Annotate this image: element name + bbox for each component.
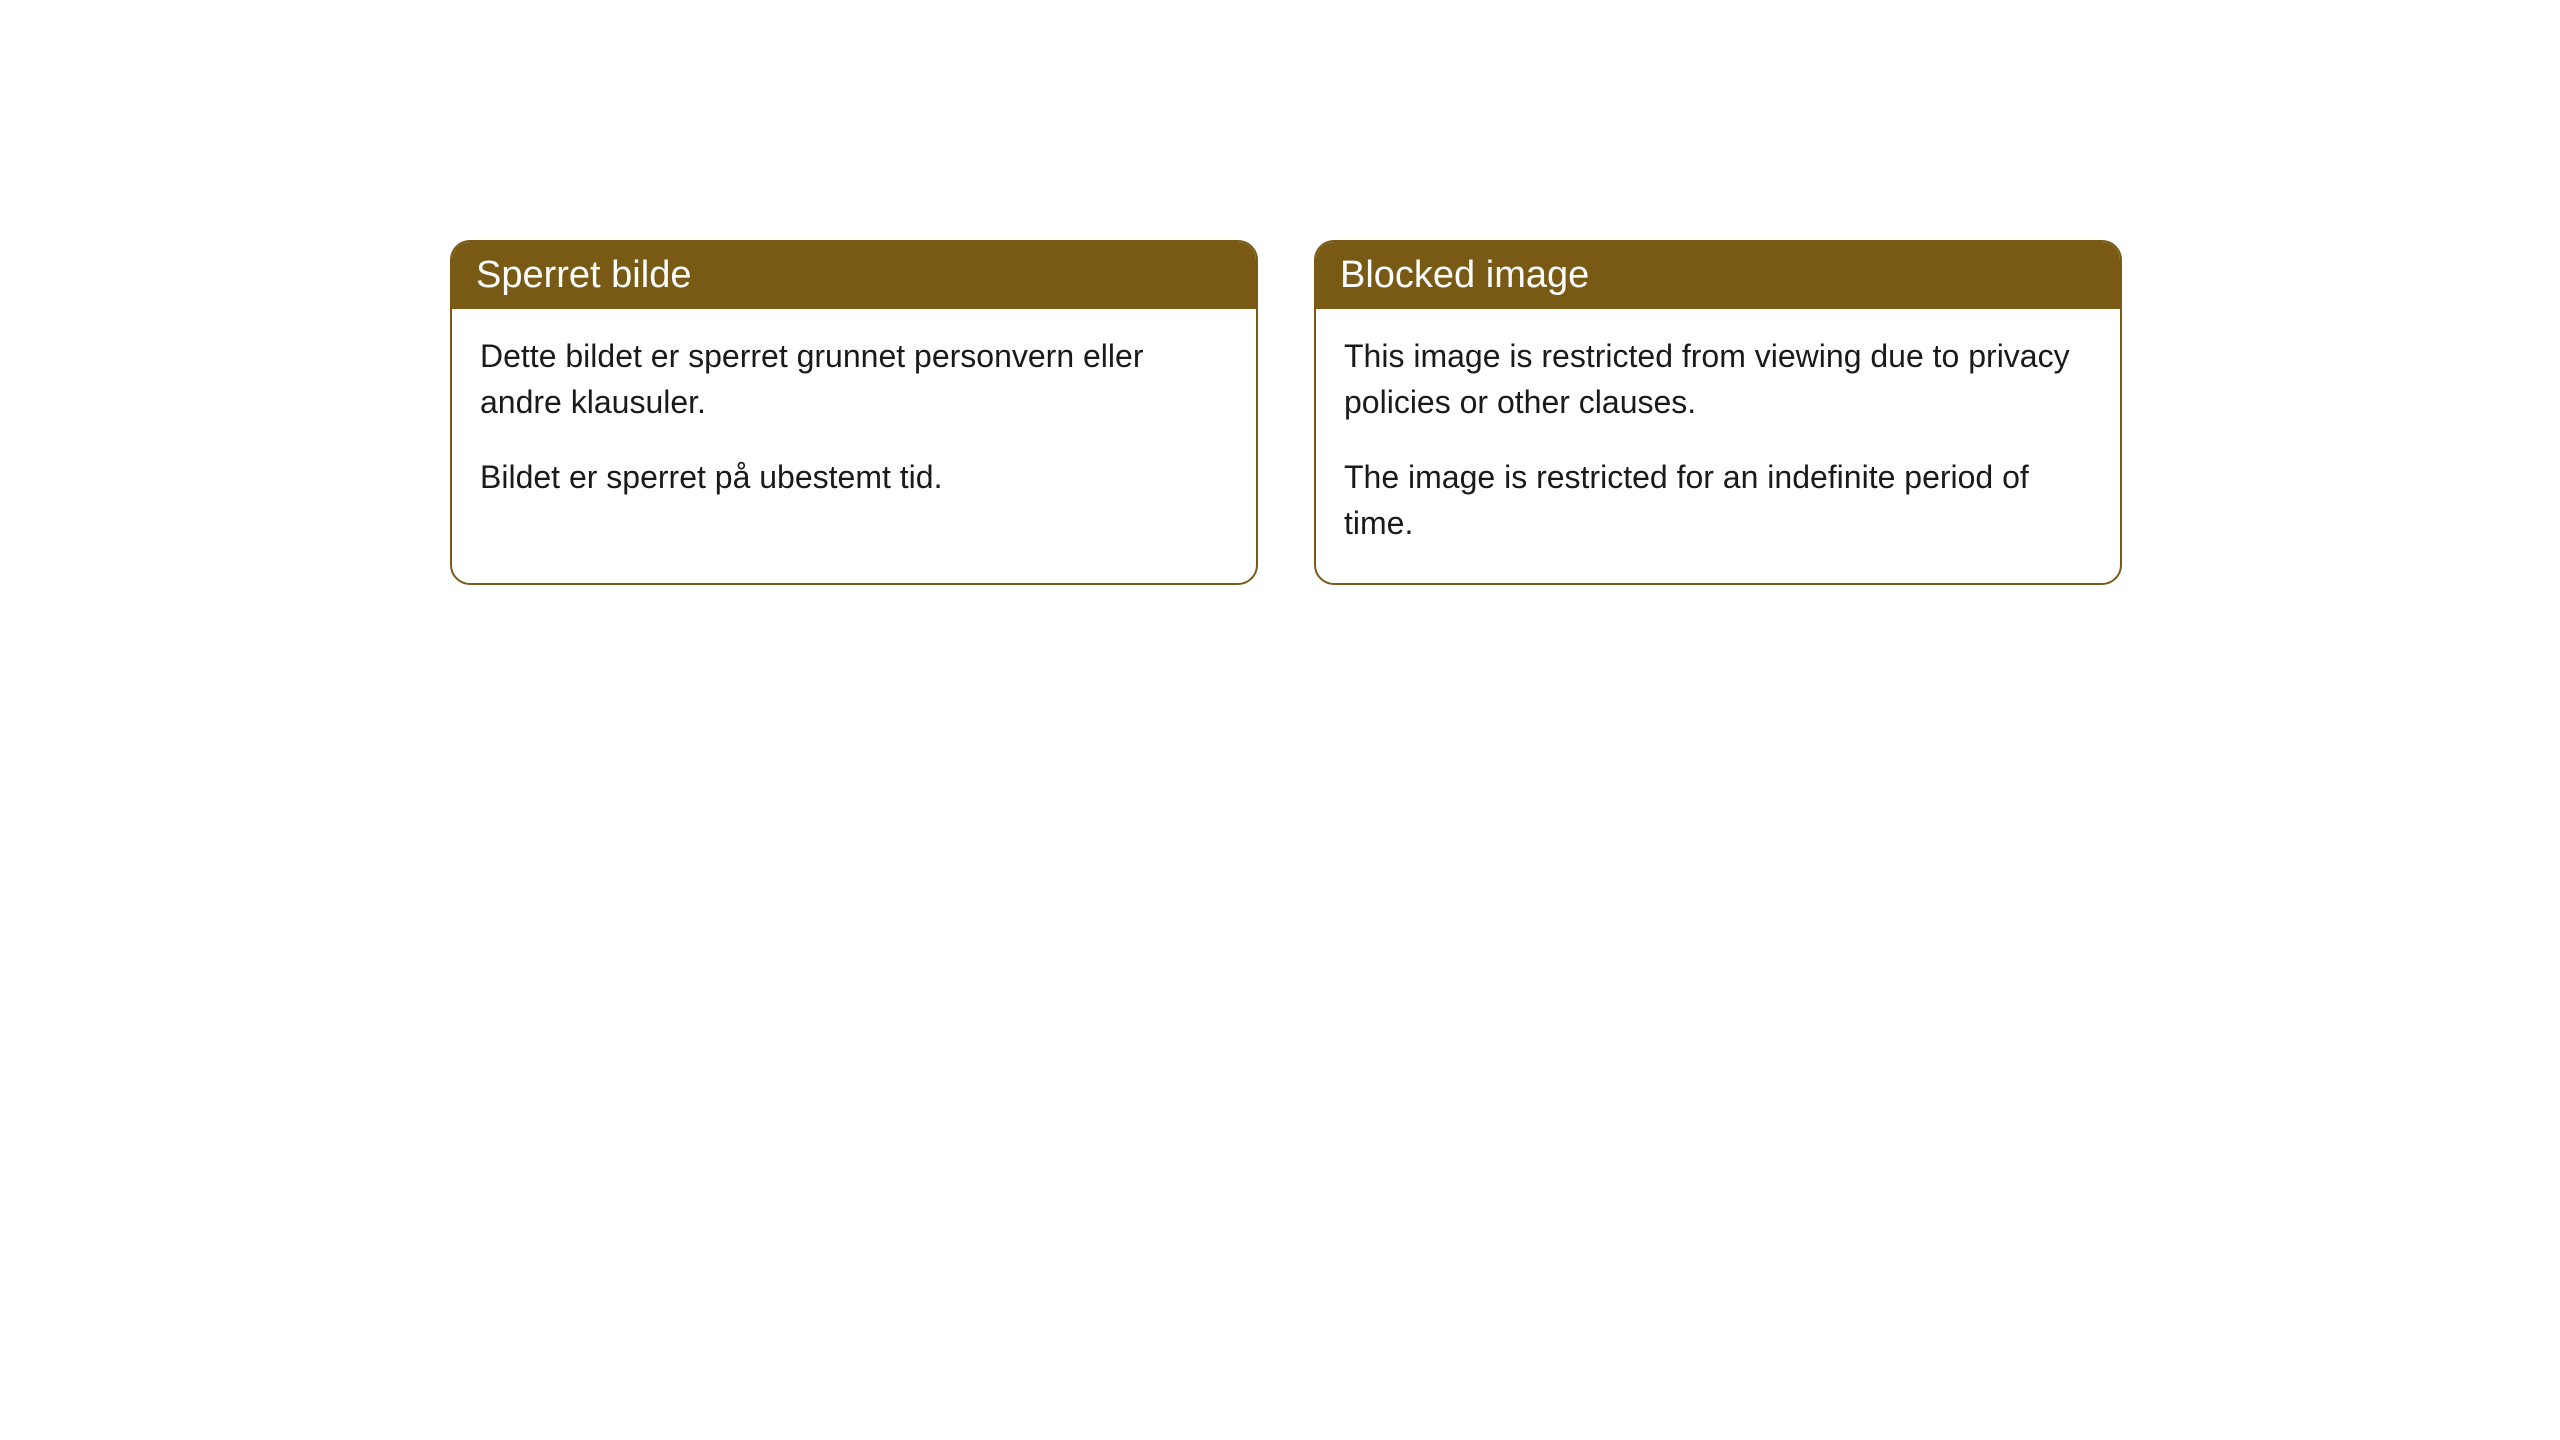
notice-container: Sperret bilde Dette bildet er sperret gr…: [450, 240, 2122, 585]
card-title: Sperret bilde: [476, 254, 691, 296]
card-paragraph: Dette bildet er sperret grunnet personve…: [480, 333, 1228, 426]
card-paragraph: The image is restricted for an indefinit…: [1344, 454, 2092, 547]
notice-card-norwegian: Sperret bilde Dette bildet er sperret gr…: [450, 240, 1258, 585]
card-body: Dette bildet er sperret grunnet personve…: [452, 309, 1256, 536]
card-header: Blocked image: [1316, 242, 2120, 309]
card-header: Sperret bilde: [452, 242, 1256, 309]
card-paragraph: Bildet er sperret på ubestemt tid.: [480, 454, 1228, 500]
card-title: Blocked image: [1340, 254, 1589, 296]
notice-card-english: Blocked image This image is restricted f…: [1314, 240, 2122, 585]
card-paragraph: This image is restricted from viewing du…: [1344, 333, 2092, 426]
card-body: This image is restricted from viewing du…: [1316, 309, 2120, 583]
